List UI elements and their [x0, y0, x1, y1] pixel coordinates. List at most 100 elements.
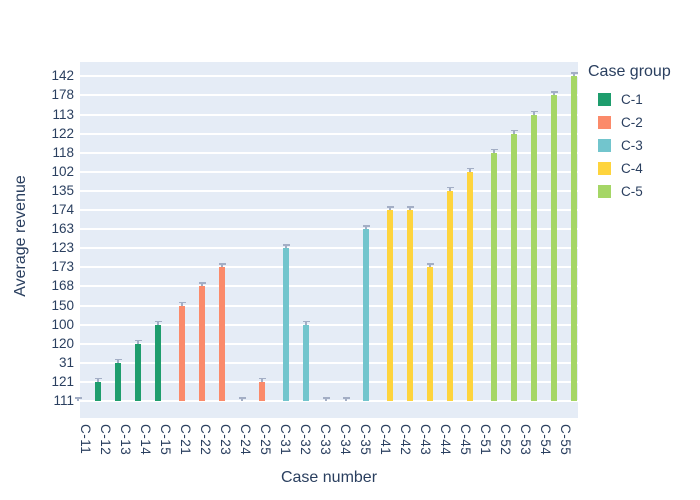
- gridline-142: [80, 75, 578, 78]
- bar-C-41: [387, 210, 393, 401]
- gridline-150: [80, 304, 578, 307]
- y-tick-label: 122: [51, 125, 74, 141]
- y-tick-label: 168: [51, 278, 74, 294]
- x-tick-label: C-43: [418, 424, 433, 456]
- bar-C-44: [447, 190, 453, 401]
- error-stem-C-22: [201, 282, 203, 287]
- gridline-122: [80, 132, 578, 135]
- error-stem-C-44: [449, 186, 451, 191]
- error-stem-C-42: [409, 206, 411, 210]
- bar-C-13: [115, 362, 121, 401]
- gridline-118: [80, 151, 578, 154]
- x-tick-label: C-25: [258, 424, 273, 456]
- error-stem-C-12: [97, 377, 99, 382]
- y-tick-label: 123: [51, 240, 74, 256]
- error-stem-C-35: [365, 225, 367, 230]
- error-stem-C-25: [261, 377, 263, 382]
- bar-C-12: [95, 381, 101, 401]
- x-tick-label: C-42: [398, 424, 413, 456]
- bar-C-25: [259, 381, 265, 401]
- error-stem-C-23: [221, 263, 223, 268]
- error-stem-C-41: [389, 206, 391, 210]
- gridline-102: [80, 170, 578, 173]
- gridline-135: [80, 189, 578, 192]
- legend-item-label: C-5: [621, 184, 643, 199]
- error-stem-C-31: [285, 244, 287, 249]
- x-tick-label: C-44: [438, 424, 453, 456]
- gridline-31: [80, 361, 578, 364]
- bar-C-42: [407, 210, 413, 401]
- x-tick-label: C-41: [378, 424, 393, 456]
- y-tick-label: 135: [51, 182, 74, 198]
- x-axis-title: Case number: [280, 469, 378, 486]
- legend-item-label: C-1: [621, 92, 643, 107]
- legend-item-label: C-2: [621, 115, 643, 130]
- x-tick-label: C-21: [178, 424, 193, 456]
- x-tick-label: C-51: [478, 424, 493, 456]
- error-stem-C-11: [77, 397, 79, 401]
- gridline-121: [80, 380, 578, 383]
- x-tick-label: C-11: [78, 424, 93, 455]
- y-tick-label: 178: [51, 87, 74, 103]
- error-stem-C-13: [117, 358, 119, 363]
- y-tick-label: 113: [52, 106, 74, 122]
- bar-C-43: [427, 267, 433, 401]
- gridline-163: [80, 228, 578, 231]
- legend-swatch-c-3: [598, 139, 611, 152]
- bar-C-54: [551, 95, 557, 401]
- gridline-100: [80, 323, 578, 326]
- error-stem-C-34: [345, 397, 347, 401]
- legend-title: Case group: [588, 63, 671, 80]
- legend-items: C-1 C-2 C-3 C-4 C-5: [586, 88, 698, 203]
- error-stem-C-53: [533, 110, 535, 115]
- x-tick-label: C-35: [358, 424, 373, 456]
- y-tick-label: 121: [51, 373, 74, 389]
- y-tick-label: 118: [52, 144, 74, 160]
- error-stem-C-55: [573, 72, 575, 77]
- x-tick-label: C-55: [558, 424, 573, 456]
- legend-swatch-c-2: [598, 116, 611, 129]
- legend-swatch-c-4: [598, 162, 611, 175]
- bar-C-23: [219, 267, 225, 401]
- x-tick-label: C-12: [98, 424, 113, 456]
- error-stem-C-24: [241, 397, 243, 401]
- legend-item-label: C-4: [621, 161, 643, 176]
- x-tick-label: C-14: [138, 424, 153, 456]
- error-stem-C-52: [513, 129, 515, 134]
- legend-item-c-2[interactable]: C-2: [586, 111, 698, 134]
- x-tick-label: C-33: [318, 424, 333, 456]
- error-stem-C-43: [429, 263, 431, 268]
- y-tick-label: 173: [51, 259, 74, 275]
- x-tick-label: C-34: [338, 424, 353, 456]
- gridline-174: [80, 209, 578, 211]
- error-stem-C-33: [325, 397, 327, 401]
- x-tick-label: C-15: [158, 424, 173, 456]
- x-tick-label: C-23: [218, 424, 233, 456]
- legend-item-c-3[interactable]: C-3: [586, 134, 698, 157]
- error-stem-C-54: [553, 91, 555, 96]
- y-tick-label: 174: [51, 202, 74, 217]
- y-tick-label: 142: [51, 68, 74, 84]
- gridline-173: [80, 266, 578, 269]
- bar-C-14: [135, 343, 141, 401]
- bar-C-31: [283, 248, 289, 401]
- y-tick-label: 150: [51, 297, 74, 313]
- y-tick-label: 163: [51, 221, 74, 237]
- bar-C-53: [531, 114, 537, 401]
- x-tick-label: C-54: [538, 424, 553, 456]
- x-tick-label: C-22: [198, 424, 213, 456]
- bar-C-35: [363, 229, 369, 401]
- gridline-113: [80, 113, 578, 116]
- y-tick-label: 120: [51, 335, 74, 351]
- gridline-120: [80, 342, 578, 345]
- legend-item-c-1[interactable]: C-1: [586, 88, 698, 111]
- legend: Case group C-1 C-2 C-3 C-4 C-5: [586, 63, 698, 203]
- legend-swatch-c-5: [598, 185, 611, 198]
- legend-item-c-5[interactable]: C-5: [586, 180, 698, 203]
- bar-C-52: [511, 133, 517, 401]
- legend-item-c-4[interactable]: C-4: [586, 157, 698, 180]
- x-tick-label: C-53: [518, 424, 533, 456]
- error-stem-C-14: [137, 339, 139, 344]
- x-tick-label: C-13: [118, 424, 133, 456]
